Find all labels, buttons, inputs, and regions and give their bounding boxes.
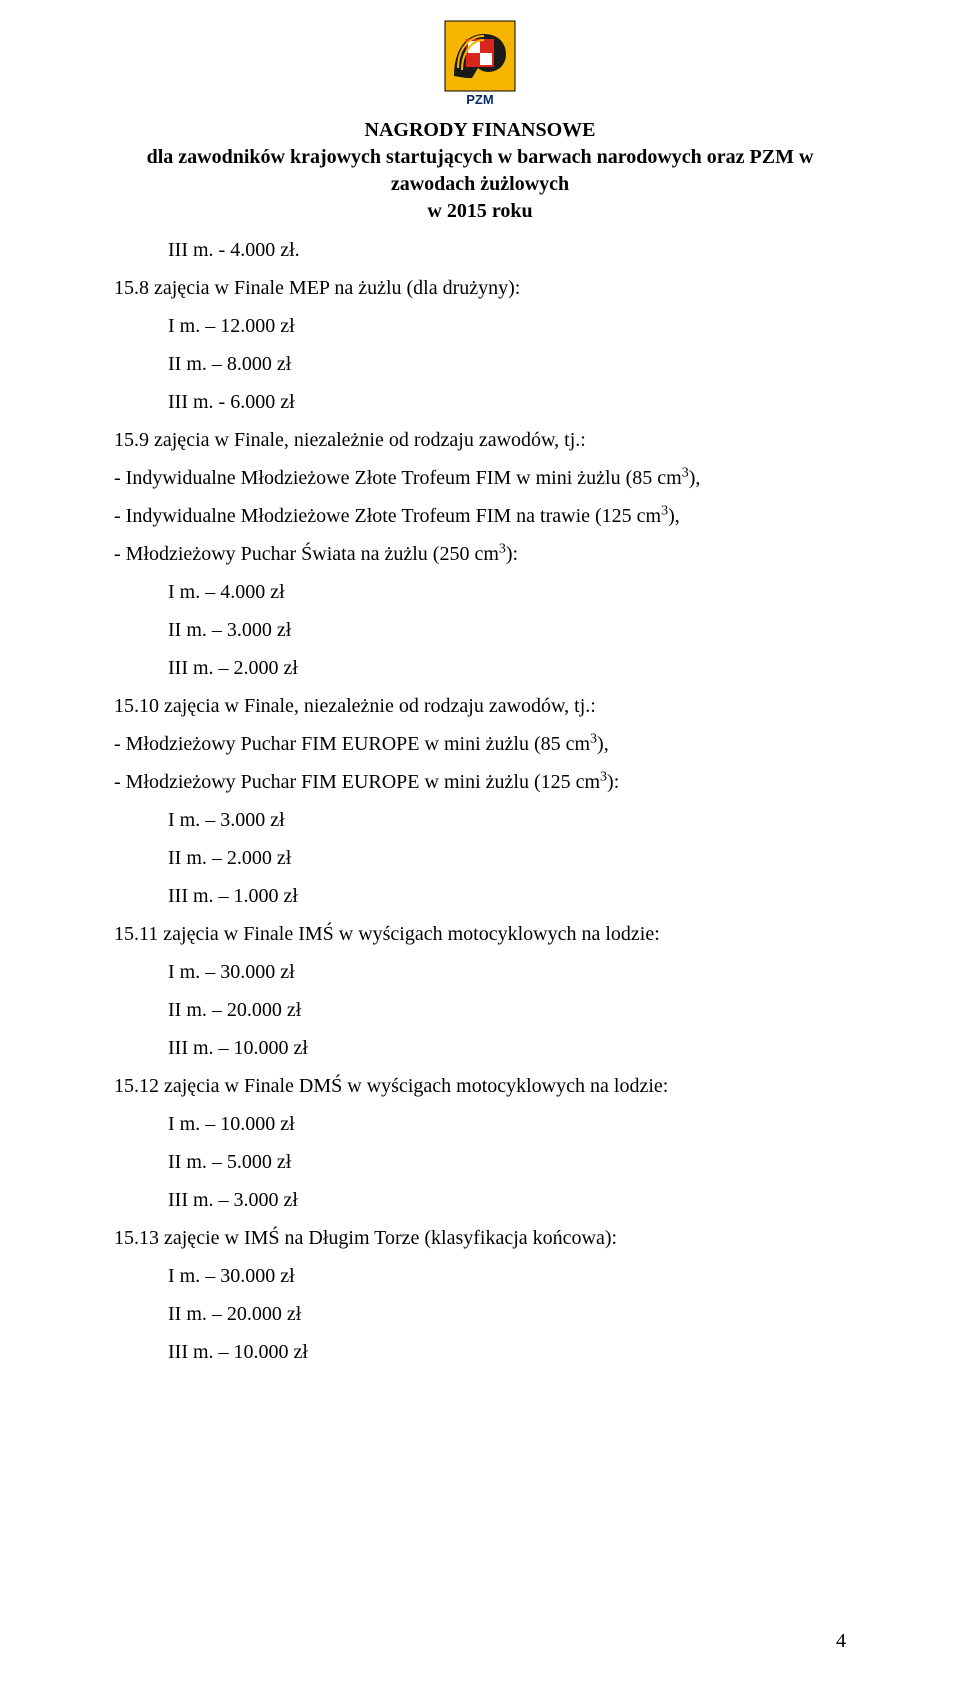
body-line: II m. – 20.000 zł [114,991,846,1029]
body-line: I m. – 3.000 zł [114,801,846,839]
logo-text: PZM [466,92,493,106]
document-header: NAGRODY FINANSOWE dla zawodników krajowy… [114,117,846,225]
body-line: - Młodzieżowy Puchar FIM EUROPE w mini ż… [114,725,846,763]
body-line: III m. – 1.000 zł [114,877,846,915]
logo-container: PZM [114,20,846,111]
header-title: NAGRODY FINANSOWE [114,117,846,144]
body-line: III m. – 10.000 zł [114,1333,846,1371]
body-line: II m. – 3.000 zł [114,611,846,649]
body-line: 15.11 zajęcia w Finale IMŚ w wyścigach m… [114,915,846,953]
body-line: III m. – 3.000 zł [114,1181,846,1219]
body-line: II m. – 8.000 zł [114,345,846,383]
body-line: - Młodzieżowy Puchar FIM EUROPE w mini ż… [114,763,846,801]
body-line: 15.10 zajęcia w Finale, niezależnie od r… [114,687,846,725]
body-line: I m. – 30.000 zł [114,1257,846,1295]
body-line: - Indywidualne Młodzieżowe Złote Trofeum… [114,459,846,497]
body-line: 15.12 zajęcia w Finale DMŚ w wyścigach m… [114,1067,846,1105]
page-number: 4 [836,1630,846,1653]
superscript: 3 [590,731,597,746]
body-line: 15.13 zajęcie w IMŚ na Długim Torze (kla… [114,1219,846,1257]
body-line: I m. – 10.000 zł [114,1105,846,1143]
body-line: I m. – 30.000 zł [114,953,846,991]
pzm-logo-icon: PZM [444,20,516,106]
document-body: III m. - 4.000 zł.15.8 zajęcia w Finale … [114,231,846,1371]
body-line: II m. – 2.000 zł [114,839,846,877]
body-line: II m. – 5.000 zł [114,1143,846,1181]
body-line: I m. – 12.000 zł [114,307,846,345]
body-line: III m. - 4.000 zł. [114,231,846,269]
superscript: 3 [499,541,506,556]
page: PZM NAGRODY FINANSOWE dla zawodników kra… [0,0,960,1689]
superscript: 3 [600,769,607,784]
body-line: II m. – 20.000 zł [114,1295,846,1333]
body-line: I m. – 4.000 zł [114,573,846,611]
superscript: 3 [661,503,668,518]
body-line: 15.8 zajęcia w Finale MEP na żużlu (dla … [114,269,846,307]
body-line: - Młodzieżowy Puchar Świata na żużlu (25… [114,535,846,573]
header-subtitle: dla zawodników krajowych startujących w … [114,144,846,198]
body-line: III m. – 10.000 zł [114,1029,846,1067]
body-line: III m. – 2.000 zł [114,649,846,687]
body-line: - Indywidualne Młodzieżowe Złote Trofeum… [114,497,846,535]
body-line: 15.9 zajęcia w Finale, niezależnie od ro… [114,421,846,459]
superscript: 3 [682,465,689,480]
body-line: III m. - 6.000 zł [114,383,846,421]
header-year: w 2015 roku [114,198,846,225]
